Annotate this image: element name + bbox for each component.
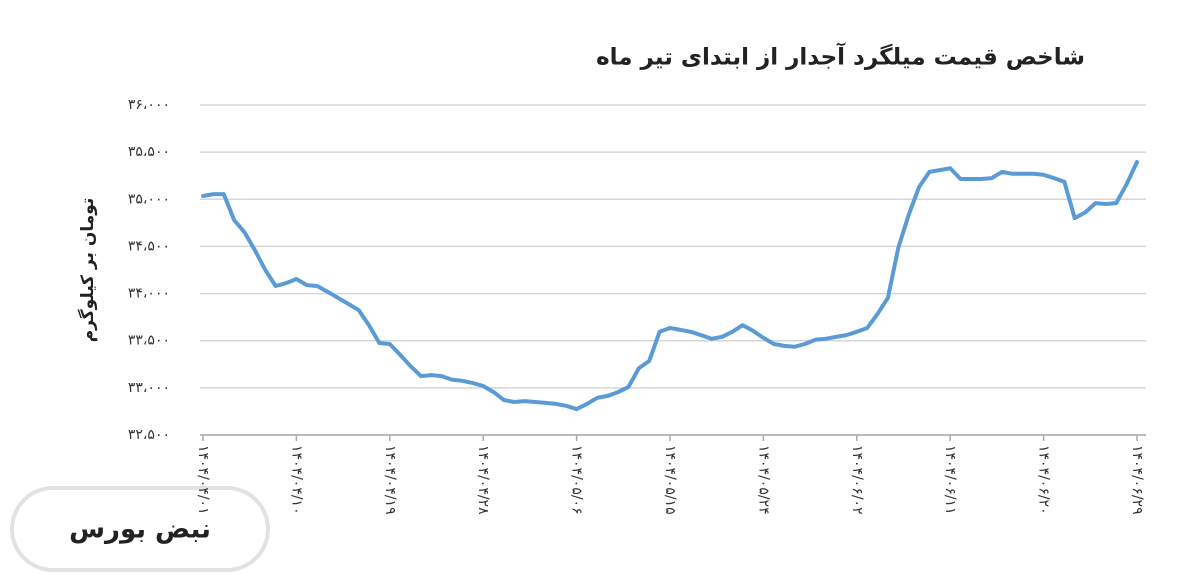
x-tick-label: ۱۴۰۴/۰۵/۰۶ bbox=[569, 445, 585, 515]
x-tick-label: ۱۴۰۴/۰۶/۲۰ bbox=[1036, 445, 1052, 515]
y-tick-label: ۳۲،۵۰۰ bbox=[128, 427, 170, 443]
y-tick-label: ۳۳،۰۰۰ bbox=[128, 380, 170, 396]
y-tick-label: ۳۵،۵۰۰ bbox=[128, 144, 170, 160]
y-axis-label: تومان بر کیلوگرم bbox=[77, 198, 98, 343]
y-tick-label: ۳۴،۵۰۰ bbox=[128, 238, 170, 254]
logo-text: نبض بورس bbox=[69, 515, 211, 545]
y-tick-label: ۳۳،۵۰۰ bbox=[128, 333, 170, 349]
x-tick-label: ۱۴۰۴/۰۴/۱۰ bbox=[288, 445, 304, 515]
x-tick-label: ۱۴۰۴/۰۴/۰۱ bbox=[195, 445, 211, 515]
chart-title: شاخص قیمت میلگرد آجدار از ابتدای تیر ماه bbox=[596, 42, 1085, 71]
y-tick-label: ۳۵،۰۰۰ bbox=[128, 191, 170, 207]
x-tick-label: ۱۴۰۴/۰۴/۲۸ bbox=[475, 445, 491, 515]
logo: نبض بورس bbox=[10, 486, 270, 572]
price-line bbox=[201, 160, 1139, 412]
x-tick-label: ۱۴۰۴/۰۵/۲۴ bbox=[755, 445, 771, 515]
x-tick-label: ۱۴۰۴/۰۵/۱۵ bbox=[662, 445, 678, 515]
y-tick-label: ۳۶،۰۰۰ bbox=[128, 97, 170, 113]
x-tick-label: ۱۴۰۴/۰۶/۱۱ bbox=[942, 445, 958, 515]
x-tick-label: ۱۴۰۴/۰۶/۲۹ bbox=[1129, 445, 1145, 515]
x-tick-label: ۱۴۰۴/۰۶/۰۲ bbox=[849, 445, 865, 515]
logo-pill bbox=[10, 486, 270, 572]
x-tick-label: ۱۴۰۴/۰۴/۱۹ bbox=[382, 445, 398, 515]
y-tick-label: ۳۴،۰۰۰ bbox=[128, 286, 170, 302]
